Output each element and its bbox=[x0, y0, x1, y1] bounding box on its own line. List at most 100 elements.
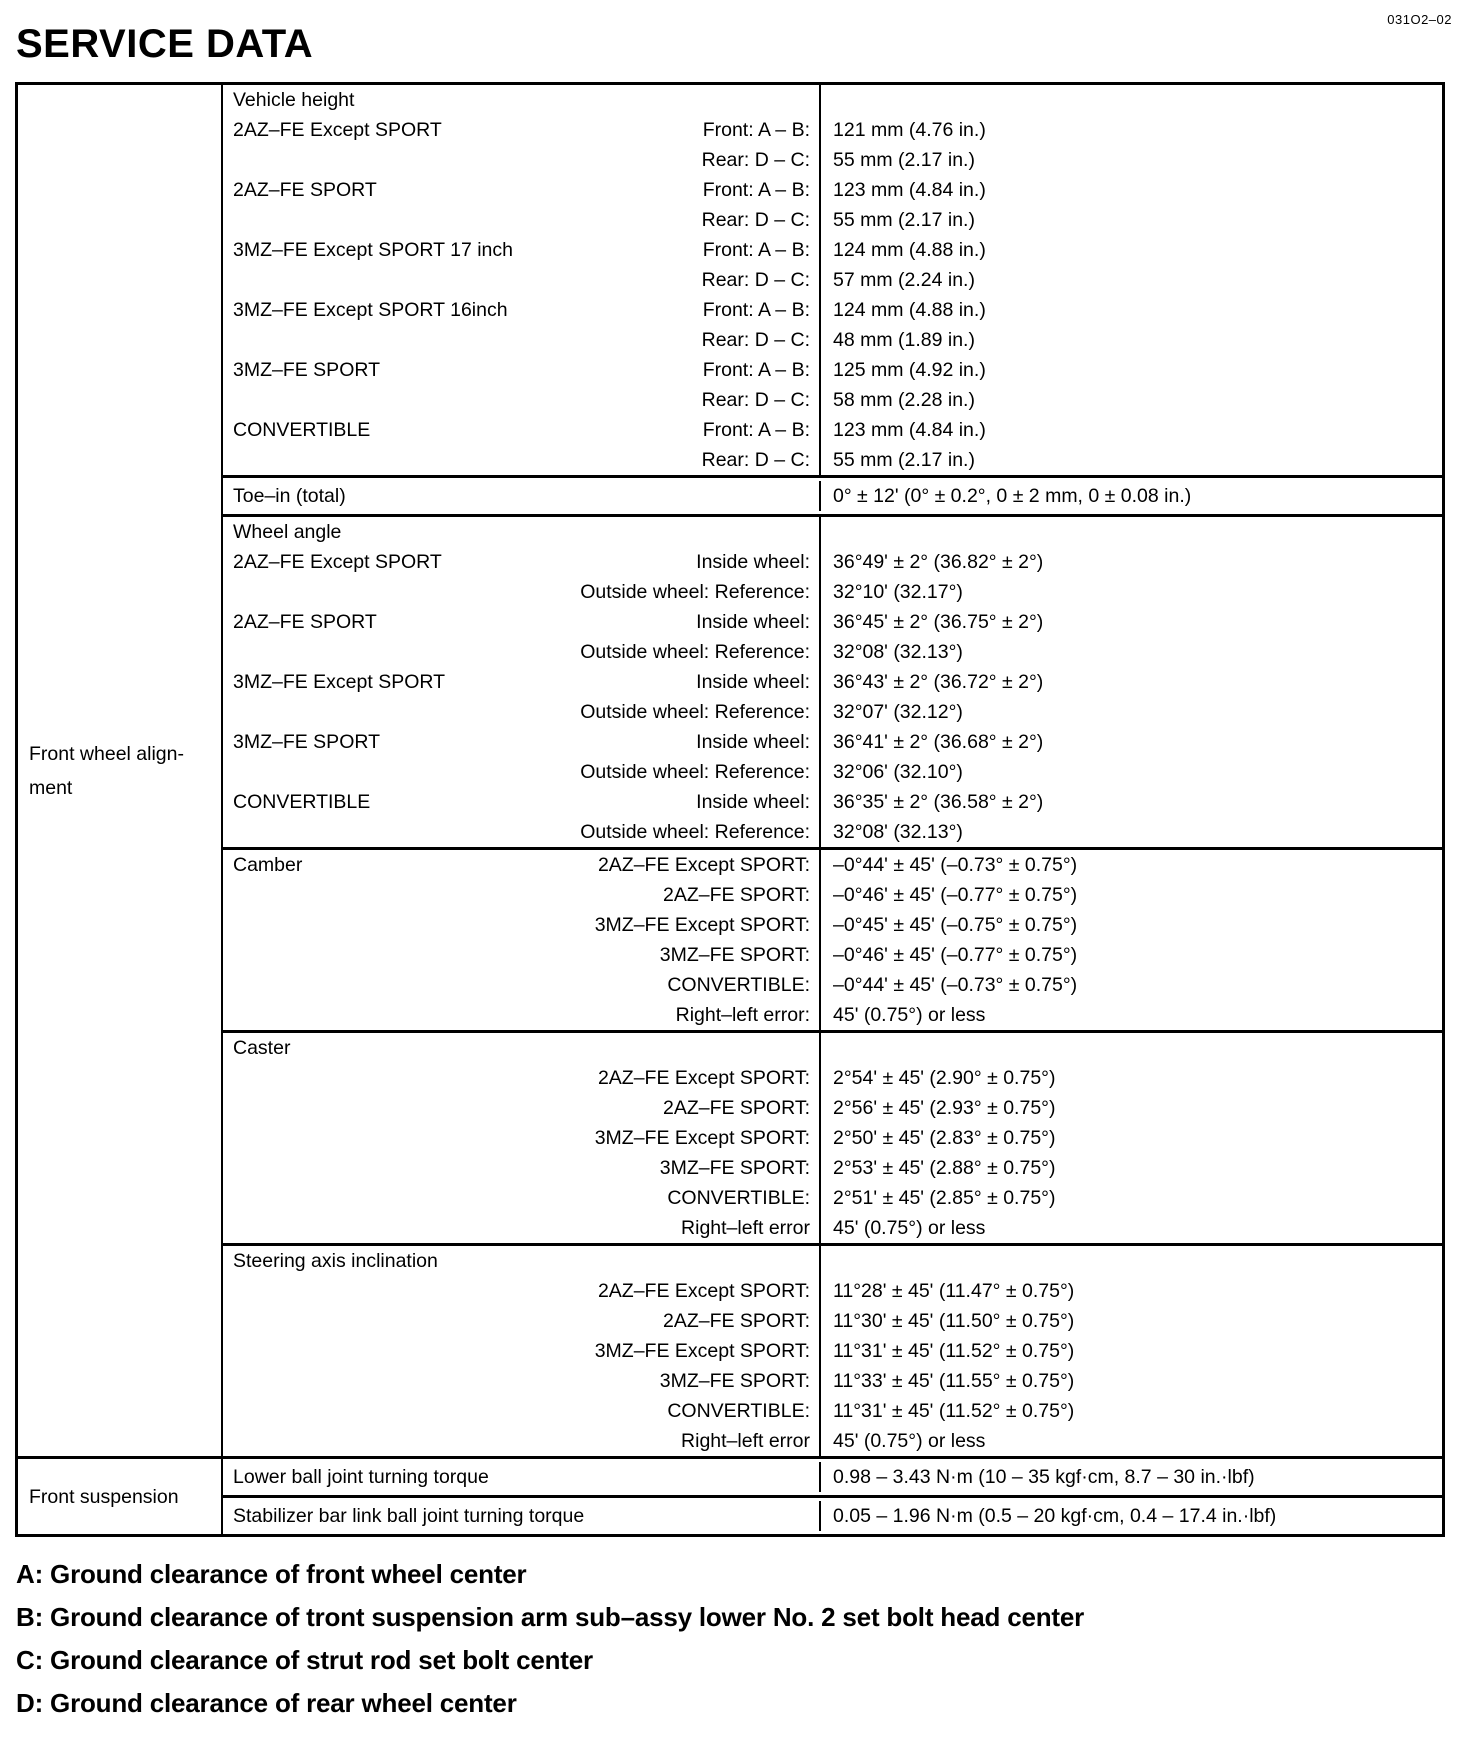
row-label-cell: Stabilizer bar link ball joint turning t… bbox=[223, 1501, 821, 1531]
row-value bbox=[821, 1246, 1442, 1276]
table-row: 3MZ–FE SPORT: 2°53' ± 45' (2.88° ± 0.75°) bbox=[223, 1153, 1442, 1183]
row-label-cell: 2AZ–FE Except SPORT: bbox=[223, 1063, 821, 1093]
row-label-cell: Right–left error bbox=[223, 1426, 821, 1456]
table-row: 3MZ–FE Except SPORT: 2°50' ± 45' (2.83° ±… bbox=[223, 1123, 1442, 1153]
row-label: CONVERTIBLE bbox=[233, 419, 371, 441]
row-value: 58 mm (2.28 in.) bbox=[833, 389, 975, 411]
footnote: C: Ground clearance of strut rod set bol… bbox=[16, 1645, 593, 1675]
row-label-cell: 3MZ–FE Except SPORT: bbox=[223, 1336, 821, 1366]
row-sublabel: Front: A – B: bbox=[702, 239, 810, 261]
row-sublabel: 2AZ–FE Except SPORT: bbox=[597, 854, 810, 876]
row-value: 48 mm (1.89 in.) bbox=[833, 329, 975, 351]
row-value: 2°51' ± 45' (2.85° ± 0.75°) bbox=[833, 1187, 1056, 1209]
row-sublabel: 3MZ–FE Except SPORT: bbox=[594, 914, 810, 936]
row-label-cell: CONVERTIBLE: bbox=[223, 1396, 821, 1426]
row-label-cell: Rear: D – C: bbox=[223, 385, 821, 415]
row-value: –0°46' ± 45' (–0.77° ± 0.75°) bbox=[833, 884, 1078, 906]
table-row: Wheel angle bbox=[223, 517, 1442, 547]
section-vehicle-height: Vehicle height 2AZ–FE Except SPORT Front: … bbox=[223, 85, 1442, 475]
row-label: Lower ball joint turning torque bbox=[233, 1466, 489, 1488]
row-sublabel: Inside wheel: bbox=[696, 731, 810, 753]
row-label-cell: Rear: D – C: bbox=[223, 205, 821, 235]
row-value: 11°28' ± 45' (11.47° ± 0.75°) bbox=[833, 1280, 1075, 1302]
row-label-cell: 2AZ–FE SPORT: bbox=[223, 880, 821, 910]
table-row: 2AZ–FE Except SPORT Front: A – B: 121 mm (… bbox=[223, 115, 1442, 145]
row-value: 2°54' ± 45' (2.90° ± 0.75°) bbox=[833, 1067, 1056, 1089]
row-value: 45' (0.75°) or less bbox=[833, 1217, 986, 1239]
table-row: CONVERTIBLE Inside wheel: 36°35' ± 2° (36.… bbox=[223, 787, 1442, 817]
row-label-cell: Outside wheel: Reference: bbox=[223, 577, 821, 607]
row-label: 3MZ–FE SPORT bbox=[233, 731, 381, 753]
row-label-cell: 3MZ–FE SPORT: bbox=[223, 1366, 821, 1396]
table-row: Rear: D – C: 55 mm (2.17 in.) bbox=[223, 205, 1442, 235]
row-label-cell: Right–left error bbox=[223, 1213, 821, 1243]
table-row: CONVERTIBLE: –0°44' ± 45' (–0.73° ± 0.75°… bbox=[223, 970, 1442, 1000]
row-label: Stabilizer bar link ball joint turning t… bbox=[233, 1505, 585, 1527]
table-row: Camber 2AZ–FE Except SPORT: –0°44' ± 45' (… bbox=[223, 850, 1442, 880]
row-sublabel: Inside wheel: bbox=[696, 551, 810, 573]
row-label: Caster bbox=[233, 1037, 291, 1059]
row-value: 32°08' (32.13°) bbox=[833, 821, 963, 843]
doc-code: 031O2–02 bbox=[1387, 12, 1452, 27]
row-value: 32°10' (32.17°) bbox=[833, 581, 963, 603]
row-value: 0.05 – 1.96 N·m (0.5 – 20 kgf·cm, 0.4 – … bbox=[833, 1505, 1277, 1527]
row-label-cell: Right–left error: bbox=[223, 1000, 821, 1030]
row-sublabel: 2AZ–FE SPORT: bbox=[662, 884, 810, 906]
row-value: 2°53' ± 45' (2.88° ± 0.75°) bbox=[833, 1157, 1056, 1179]
row-sublabel: Rear: D – C: bbox=[701, 389, 810, 411]
table-row: Outside wheel: Reference: 32°06' (32.10°) bbox=[223, 757, 1442, 787]
row-label-cell: 3MZ–FE Except SPORT: bbox=[223, 910, 821, 940]
table-row: Rear: D – C: 55 mm (2.17 in.) bbox=[223, 145, 1442, 175]
section-stabilizer-bar-link-ball-joint-turning-torque: Stabilizer bar link ball joint turning t… bbox=[223, 1495, 1442, 1534]
row-value: 45' (0.75°) or less bbox=[833, 1430, 986, 1452]
row-label-cell: Caster bbox=[223, 1033, 821, 1063]
row-label: CONVERTIBLE bbox=[233, 791, 371, 813]
group-sections: Vehicle height 2AZ–FE Except SPORT Front: … bbox=[223, 85, 1442, 1456]
section-steering-axis-inclination: Steering axis inclination 2AZ–FE Except S… bbox=[223, 1243, 1442, 1456]
row-label-cell: 3MZ–FE SPORT Inside wheel: bbox=[223, 727, 821, 757]
row-value bbox=[821, 1033, 1442, 1063]
row-label-cell: Outside wheel: Reference: bbox=[223, 637, 821, 667]
row-sublabel: Right–left error bbox=[681, 1430, 810, 1452]
table-row: 2AZ–FE SPORT: 11°30' ± 45' (11.50° ± 0.75… bbox=[223, 1306, 1442, 1336]
row-label-cell: Lower ball joint turning torque bbox=[223, 1462, 821, 1492]
table-row: 3MZ–FE SPORT: –0°46' ± 45' (–0.77° ± 0.75… bbox=[223, 940, 1442, 970]
row-value bbox=[821, 85, 1442, 115]
row-label: 3MZ–FE Except SPORT 16inch bbox=[233, 299, 508, 321]
table-row: Outside wheel: Reference: 32°10' (32.17°) bbox=[223, 577, 1442, 607]
table-row: CONVERTIBLE: 2°51' ± 45' (2.85° ± 0.75°) bbox=[223, 1183, 1442, 1213]
table-row: Vehicle height bbox=[223, 85, 1442, 115]
row-label-cell: Rear: D – C: bbox=[223, 325, 821, 355]
row-label-cell: Rear: D – C: bbox=[223, 145, 821, 175]
table-row: 3MZ–FE SPORT Front: A – B: 125 mm (4.92 in… bbox=[223, 355, 1442, 385]
row-value: 36°49' ± 2° (36.82° ± 2°) bbox=[833, 551, 1044, 573]
row-value: 57 mm (2.24 in.) bbox=[833, 269, 975, 291]
row-value: 32°06' (32.10°) bbox=[833, 761, 963, 783]
row-value: 11°30' ± 45' (11.50° ± 0.75°) bbox=[833, 1310, 1075, 1332]
table-row: 2AZ–FE Except SPORT: 2°54' ± 45' (2.90° ±… bbox=[223, 1063, 1442, 1093]
row-sublabel: Front: A – B: bbox=[702, 419, 810, 441]
table-row: 3MZ–FE Except SPORT: –0°45' ± 45' (–0.75°… bbox=[223, 910, 1442, 940]
row-label-cell: Vehicle height bbox=[223, 85, 821, 115]
row-value: 11°31' ± 45' (11.52° ± 0.75°) bbox=[833, 1340, 1075, 1362]
row-value: –0°45' ± 45' (–0.75° ± 0.75°) bbox=[833, 914, 1078, 936]
row-label-cell: Rear: D – C: bbox=[223, 445, 821, 475]
row-label-cell: CONVERTIBLE: bbox=[223, 1183, 821, 1213]
row-sublabel: Inside wheel: bbox=[696, 791, 810, 813]
row-sublabel: CONVERTIBLE: bbox=[667, 974, 810, 996]
row-label-cell: Steering axis inclination bbox=[223, 1246, 821, 1276]
row-sublabel: 3MZ–FE SPORT: bbox=[659, 944, 810, 966]
table-row: Right–left error 45' (0.75°) or less bbox=[223, 1213, 1442, 1243]
row-label: 2AZ–FE SPORT bbox=[233, 179, 377, 201]
row-label-cell: 3MZ–FE Except SPORT: bbox=[223, 1123, 821, 1153]
row-sublabel: Front: A – B: bbox=[702, 359, 810, 381]
row-sublabel: 2AZ–FE Except SPORT: bbox=[597, 1067, 810, 1089]
row-label-cell: 2AZ–FE SPORT Front: A – B: bbox=[223, 175, 821, 205]
row-sublabel: Front: A – B: bbox=[702, 299, 810, 321]
row-label-cell: Rear: D – C: bbox=[223, 265, 821, 295]
row-label-cell: Outside wheel: Reference: bbox=[223, 817, 821, 847]
footnote: A: Ground clearance of front wheel cente… bbox=[16, 1559, 527, 1589]
section-camber: Camber 2AZ–FE Except SPORT: –0°44' ± 45' (… bbox=[223, 847, 1442, 1030]
service-data-table: Front wheel align- ment Vehicle height 2AZ… bbox=[15, 82, 1445, 1537]
table-row: Outside wheel: Reference: 32°08' (32.13°) bbox=[223, 637, 1442, 667]
